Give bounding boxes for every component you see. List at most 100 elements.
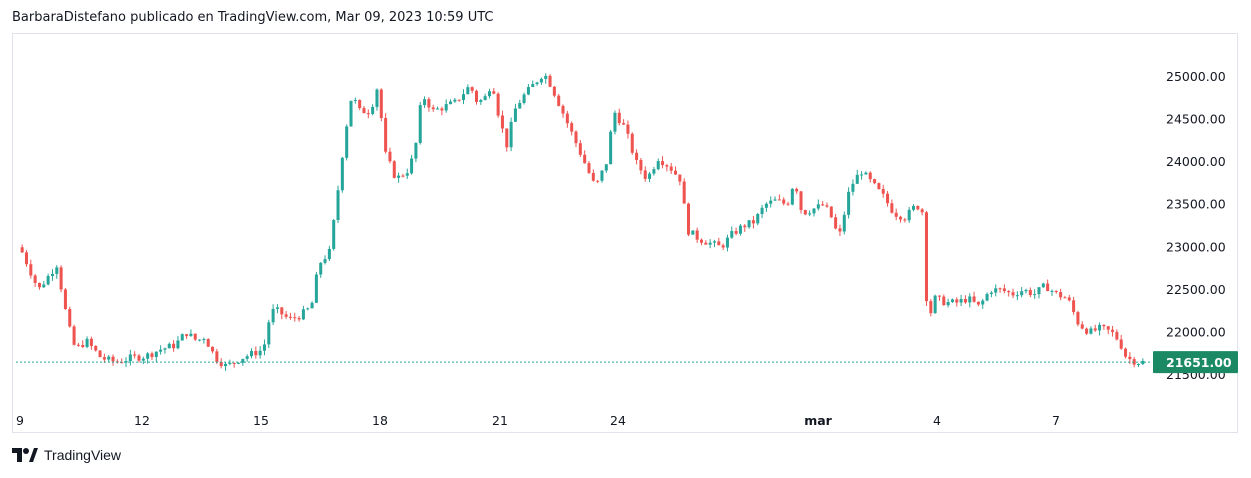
candle (1037, 287, 1041, 299)
candle-body (860, 174, 864, 176)
candle-body (85, 338, 89, 347)
candle-body (98, 350, 102, 358)
candle (224, 362, 228, 371)
candle-body (496, 93, 500, 116)
candle-body (725, 237, 729, 248)
candle-body (397, 175, 401, 178)
candle (976, 301, 980, 307)
candle (1028, 287, 1032, 298)
candle (76, 343, 80, 347)
candle (20, 244, 24, 253)
candle (55, 265, 59, 279)
candle (33, 274, 37, 287)
candle (470, 86, 474, 94)
candle-body (851, 183, 855, 192)
candle (890, 199, 894, 214)
candle (236, 362, 241, 365)
candle (860, 171, 864, 180)
candle (656, 158, 660, 171)
candle-body (799, 191, 803, 211)
candle (513, 103, 517, 122)
candle-body (1119, 339, 1123, 349)
candle (734, 227, 738, 236)
x-tick-label: 21 (492, 413, 508, 428)
candle-body (46, 275, 50, 285)
candle-body (903, 219, 907, 221)
candle-body (674, 170, 678, 175)
candle-body (146, 353, 150, 359)
candle-body (730, 231, 734, 238)
candle (241, 358, 245, 366)
candle-body (68, 309, 72, 327)
candle-body (185, 334, 189, 337)
candle-body (1059, 292, 1063, 298)
candle (1124, 347, 1128, 359)
candle (319, 261, 323, 278)
candle-body (829, 206, 833, 218)
candle-body (1033, 294, 1037, 296)
candle (725, 234, 729, 252)
candle (1102, 324, 1106, 330)
candle (358, 99, 362, 111)
candle (803, 209, 807, 216)
footer-brand[interactable]: TradingView (12, 447, 121, 463)
candle (526, 83, 530, 96)
candle-body (249, 350, 254, 357)
candle (124, 357, 128, 367)
candle-body (427, 99, 431, 108)
candle-body (613, 112, 617, 132)
candle-body (1067, 297, 1071, 301)
candle-body (1136, 364, 1141, 366)
candle (314, 271, 318, 303)
candle-body (297, 317, 301, 320)
candle (1024, 288, 1028, 294)
candle (24, 250, 29, 267)
candle-body (552, 86, 556, 96)
candle-body (102, 357, 106, 360)
candle-body (574, 131, 578, 144)
candle-body (838, 228, 842, 232)
candle-body (81, 344, 85, 347)
candle (691, 230, 695, 235)
candle (721, 243, 725, 251)
candle (652, 166, 656, 176)
chart-attribution-header: BarbaraDistefano publicado en TradingVie… (12, 10, 494, 25)
candle (176, 336, 180, 350)
candle-body (1080, 324, 1084, 329)
candle-body (362, 107, 366, 114)
candle-body (747, 220, 751, 228)
candle (1076, 310, 1080, 327)
candle-body (721, 245, 725, 248)
candle (1063, 295, 1067, 299)
candle-body (578, 143, 582, 155)
y-tick-label: 22500.00 (1166, 282, 1226, 297)
candle (310, 301, 314, 309)
candle (141, 356, 145, 365)
candle (401, 173, 405, 178)
candle (842, 211, 846, 235)
candle-body (591, 172, 595, 181)
candle-body (124, 361, 128, 363)
candle-body (1054, 290, 1058, 293)
candle (699, 238, 704, 246)
x-tick-label: 18 (372, 413, 388, 428)
candle-body (1085, 328, 1089, 334)
candle (756, 212, 760, 226)
candle-body (254, 350, 258, 356)
candle-body (440, 108, 444, 111)
candle (790, 188, 794, 206)
candle (340, 156, 344, 193)
candle (769, 196, 773, 208)
candle-body (717, 241, 721, 246)
candle (98, 350, 102, 358)
candle (1136, 363, 1141, 368)
candle-body (180, 334, 184, 341)
candle-body (50, 273, 54, 276)
candle-body (461, 94, 466, 100)
candle (474, 89, 479, 105)
candle (63, 287, 67, 310)
candle (492, 88, 496, 95)
candle-body (483, 96, 487, 101)
candle-body (1037, 287, 1041, 295)
